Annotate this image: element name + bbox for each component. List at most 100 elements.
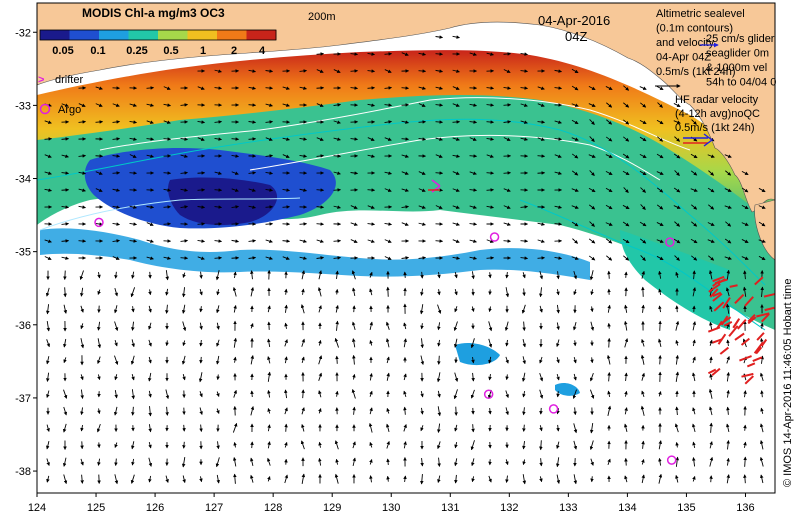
velocity-arrow — [486, 137, 495, 141]
velocity-arrow — [418, 188, 426, 192]
velocity-arrow — [486, 154, 494, 158]
velocity-arrow — [641, 372, 645, 381]
velocity-arrow — [46, 475, 50, 483]
velocity-arrow — [709, 305, 713, 313]
velocity-arrow — [624, 372, 628, 381]
velocity-arrow — [61, 154, 69, 158]
chl-patch-south — [455, 343, 500, 366]
velocity-arrow — [214, 69, 222, 73]
velocity-arrow — [333, 120, 341, 124]
velocity-arrow — [571, 137, 579, 141]
velocity-arrow — [420, 457, 424, 467]
velocity-arrow — [318, 441, 322, 448]
velocity-arrow — [725, 287, 730, 297]
velocity-arrow — [673, 187, 681, 193]
velocity-arrow — [537, 86, 545, 90]
velocity-arrow — [640, 204, 646, 211]
velocity-arrow — [352, 406, 356, 415]
velocity-arrow — [163, 256, 171, 260]
velocity-arrow — [180, 239, 189, 243]
velocity-arrow — [639, 86, 647, 90]
velocity-arrow — [333, 137, 341, 141]
argo-float — [94, 217, 104, 228]
hf-radar-arrow — [734, 332, 745, 341]
velocity-arrow — [420, 355, 425, 366]
velocity-arrow — [571, 103, 579, 107]
velocity-arrow — [452, 239, 460, 243]
velocity-arrow — [97, 321, 101, 331]
velocity-arrow — [708, 204, 715, 210]
velocity-arrow — [505, 339, 509, 347]
velocity-arrow — [505, 475, 509, 483]
velocity-arrow — [299, 256, 307, 260]
velocity-arrow — [146, 86, 155, 90]
velocity-arrow — [724, 238, 732, 244]
velocity-arrow — [641, 390, 645, 398]
velocity-arrow — [435, 103, 444, 107]
velocity-arrow — [420, 271, 424, 279]
velocity-arrow — [199, 339, 203, 347]
velocity-arrow — [367, 103, 376, 107]
velocity-arrow — [386, 356, 390, 364]
x-tick-label: 130 — [382, 502, 400, 514]
velocity-arrow-field — [44, 35, 766, 485]
velocity-arrow — [726, 389, 730, 398]
velocity-arrow — [692, 372, 696, 382]
velocity-arrow — [454, 442, 458, 449]
hf-radar-arrow — [756, 312, 770, 318]
velocity-arrow — [742, 286, 747, 297]
velocity-arrow — [640, 187, 646, 193]
velocity-arrow — [505, 287, 510, 298]
velocity-arrow — [97, 408, 101, 415]
velocity-arrow — [385, 321, 390, 330]
velocity-arrow — [403, 406, 407, 415]
velocity-arrow — [265, 239, 273, 243]
velocity-arrow — [691, 119, 697, 125]
velocity-arrow — [622, 204, 630, 210]
velocity-arrow — [163, 137, 172, 141]
velocity-arrow — [486, 239, 494, 243]
velocity-arrow — [741, 239, 749, 243]
velocity-arrow — [641, 440, 645, 449]
velocity-arrow — [384, 222, 393, 226]
velocity-arrow — [386, 458, 390, 466]
velocity-arrow — [403, 423, 407, 432]
velocity-arrow — [503, 137, 511, 141]
argo-float — [548, 404, 559, 414]
velocity-arrow — [284, 474, 289, 484]
velocity-arrow — [522, 474, 527, 485]
velocity-arrow — [384, 171, 392, 175]
velocity-arrow — [316, 256, 325, 260]
hf-radar-arrow — [723, 321, 733, 327]
velocity-arrow — [759, 474, 764, 484]
velocity-arrow — [301, 407, 305, 415]
velocity-arrow — [112, 137, 121, 141]
argo-float-markers — [94, 217, 677, 465]
velocity-arrow — [588, 85, 596, 91]
velocity-arrow — [503, 86, 512, 90]
velocity-arrow — [333, 171, 341, 175]
velocity-arrow — [148, 356, 152, 364]
velocity-arrow — [537, 103, 545, 107]
velocity-arrow — [163, 188, 172, 192]
velocity-arrow — [605, 154, 613, 158]
velocity-arrow — [333, 154, 342, 158]
velocity-arrow — [454, 289, 458, 296]
velocity-arrow — [45, 287, 50, 297]
velocity-arrow — [182, 441, 186, 449]
velocity-arrow — [148, 339, 152, 347]
colorbar-tick: 1 — [200, 45, 206, 57]
velocity-arrow — [454, 458, 458, 467]
velocity-arrow — [556, 322, 560, 331]
velocity-arrow — [231, 239, 240, 243]
velocity-arrow — [471, 476, 475, 483]
velocity-arrow — [216, 339, 220, 347]
colorbar: MODIS Chl-a mg/m3 OC3 0.05 0.1 0.25 0.5 1 2 4 — [39, 6, 277, 57]
y-tick-label: -37 — [15, 393, 31, 405]
velocity-arrow — [656, 222, 664, 226]
y-tick-label: -32 — [15, 27, 31, 39]
velocity-arrow — [554, 205, 563, 209]
velocity-arrow — [658, 457, 662, 466]
velocity-arrow — [44, 256, 52, 260]
velocity-arrow — [437, 475, 441, 484]
